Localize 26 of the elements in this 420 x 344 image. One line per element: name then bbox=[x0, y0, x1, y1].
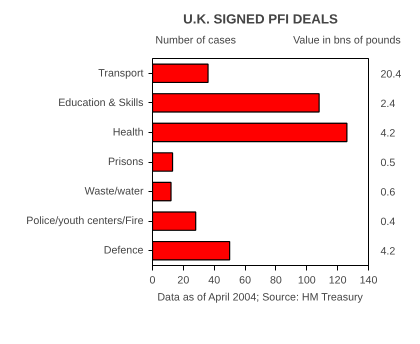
x-tick-label: 40 bbox=[208, 274, 220, 286]
text: 0.6 bbox=[380, 186, 396, 199]
x-tick-label: 100 bbox=[298, 274, 316, 286]
x-axis-title: Number of cases bbox=[155, 34, 236, 46]
text: 4.2 bbox=[380, 246, 396, 258]
text: Data as of April 2004; Source: HM Treasury bbox=[157, 292, 364, 304]
y-tick-label: Health bbox=[112, 126, 144, 138]
y-tick-label: Waste/water bbox=[84, 186, 144, 198]
x-tick-label: 120 bbox=[328, 274, 347, 286]
x-tick-label: 60 bbox=[239, 274, 252, 286]
text: Value in bns of pounds bbox=[293, 34, 401, 46]
chart-title: U.K. SIGNED PFI DEALS bbox=[183, 12, 338, 26]
text: 20.4 bbox=[380, 68, 402, 80]
y-tick-label: Police/youth centers/Fire bbox=[26, 215, 144, 228]
y-tick-label: Prisons bbox=[108, 156, 144, 168]
y-tick-label: Defence bbox=[104, 244, 144, 257]
y-tick-label: Transport bbox=[98, 67, 144, 80]
text: 4.2 bbox=[380, 127, 396, 140]
text: 0.4 bbox=[380, 216, 396, 228]
x-tick-label: 80 bbox=[270, 274, 282, 286]
x-tick-label: 0 bbox=[150, 274, 156, 286]
x-tick-label: 20 bbox=[177, 274, 190, 286]
y-tick-label: Education & Skills bbox=[58, 96, 144, 109]
x-tick-label: 140 bbox=[360, 274, 378, 286]
text: 2.4 bbox=[380, 98, 396, 110]
text: 0.5 bbox=[380, 157, 396, 169]
